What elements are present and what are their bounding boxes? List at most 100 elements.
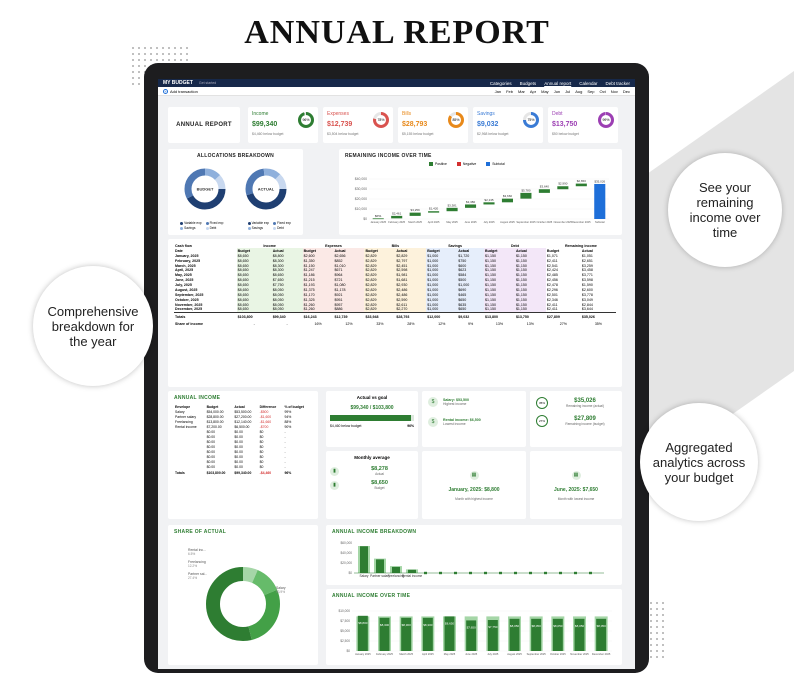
table-cell: $6,500.00 bbox=[234, 424, 250, 429]
empty-marker bbox=[484, 571, 487, 575]
x-category: October 2025 bbox=[537, 220, 553, 224]
money-icon: $ bbox=[428, 397, 438, 407]
app-brand[interactable]: MY BUDGET bbox=[163, 80, 193, 86]
table-cell: $7,750 bbox=[271, 282, 303, 288]
kpi-note: $5,155 below budget bbox=[402, 132, 434, 136]
bar-label: $3,660 bbox=[503, 194, 513, 198]
empty-marker bbox=[574, 571, 577, 575]
table-cell: October, 2025 bbox=[175, 297, 199, 302]
remaining-actual-row: 35% $35,026 Remaining income (actual) bbox=[536, 397, 616, 409]
table-cell: $54,000.00 bbox=[206, 409, 224, 414]
month-tab[interactable]: Apr bbox=[529, 88, 537, 94]
table-cell: $2,485 bbox=[546, 273, 558, 278]
legend-swatch bbox=[486, 162, 491, 166]
table-row: Partner salary $28,800.00 $27,200.00 -$1,60… bbox=[174, 414, 312, 419]
table-cell: $957 bbox=[333, 302, 365, 307]
goal-note: $4,460 below budget bbox=[330, 424, 362, 428]
table-cell: $3,458 bbox=[581, 268, 593, 273]
table-cell: $28,800.00 bbox=[206, 414, 224, 419]
table-cell: $1,215 bbox=[302, 277, 334, 283]
legend-swatch bbox=[273, 226, 277, 230]
table-cell: $886 bbox=[333, 307, 365, 313]
add-transaction-button[interactable]: + Add transaction bbox=[163, 88, 198, 94]
kpi-card: Expenses $12,739 $3,504 below budget 78% bbox=[323, 107, 393, 143]
table-cell: $1,325 bbox=[302, 297, 334, 303]
nav-item[interactable]: Debt tracker bbox=[605, 80, 630, 86]
group-header: Debt bbox=[510, 243, 519, 248]
highest-income-row: $ Salary: $53,500 Highest income bbox=[428, 397, 520, 407]
table-row: January, 2025 $8,650 $8,800 $2,600 $2,656 $2,… bbox=[174, 253, 616, 259]
bar-label: $8,300 bbox=[380, 623, 390, 627]
annual-income-table: Envelope Budget Actual Difference % of budge… bbox=[174, 404, 312, 476]
kpi-pct: 85% bbox=[451, 115, 461, 125]
table-cell: $2,930 bbox=[395, 282, 427, 288]
month-tab[interactable]: May bbox=[541, 88, 549, 94]
table-cell: $2,590 bbox=[395, 297, 427, 303]
month-tab[interactable]: Jan bbox=[494, 88, 502, 94]
table-cell: $0.00 bbox=[206, 434, 216, 439]
month-tab[interactable]: Dec bbox=[622, 88, 630, 94]
goal-pct: 96% bbox=[407, 424, 414, 428]
month-tab[interactable]: Mar bbox=[518, 88, 525, 94]
callout-breakdown: Comprehensive breakdown for the year bbox=[33, 266, 153, 386]
table-cell: Freelancing bbox=[175, 419, 193, 424]
income-over-time-card: ANNUAL INCOME OVER TIME $10,000 $7,500 $5,… bbox=[326, 589, 622, 665]
legend-label: Debt bbox=[209, 226, 217, 230]
month-tab[interactable]: Sep bbox=[587, 88, 595, 94]
allocations-card: ALLOCATIONS BREAKDOWN BUDGET ACTUAL bbox=[168, 149, 303, 235]
table-cell: $0 bbox=[259, 464, 264, 469]
table-cell: $8,650 bbox=[236, 287, 272, 293]
month-highest-value: January, 2025: $8,800 bbox=[448, 487, 500, 493]
remaining-actual-value: $35,026 bbox=[574, 398, 596, 404]
nav-item[interactable]: Budgets bbox=[519, 80, 537, 86]
table-cell: $623 bbox=[457, 268, 485, 273]
table-cell: $2,829 bbox=[364, 277, 396, 283]
kpi-card: Savings $9,032 $2,968 below budget 75% bbox=[473, 107, 543, 143]
kpi-progress-ring: 78% bbox=[373, 112, 389, 128]
donut-slice bbox=[206, 567, 280, 641]
month-tab[interactable]: Jun bbox=[553, 88, 561, 94]
month-tab[interactable]: Aug bbox=[575, 88, 583, 94]
month-tab[interactable]: Jul bbox=[565, 88, 571, 94]
annual-breakdown-chart: $60,000 $40,000 $20,000 $0 Salary Partner sal… bbox=[340, 541, 604, 578]
share-of-actual-card: SHARE OF ACTUAL Rental inc... 6.5% Freelan… bbox=[168, 525, 318, 665]
month-tab[interactable]: Nov bbox=[610, 88, 618, 94]
actual-bar bbox=[596, 618, 607, 651]
get-started-link[interactable]: Get started bbox=[198, 81, 217, 85]
nav-item[interactable]: Annual report bbox=[544, 80, 572, 86]
table-cell: December, 2025 bbox=[175, 307, 203, 312]
remaining-legend: Positive Negative Subtotal bbox=[429, 162, 505, 166]
table-cell: $1,150 bbox=[302, 263, 334, 268]
waterfall-bar bbox=[520, 192, 532, 199]
table-cell: $2,456 bbox=[546, 278, 558, 283]
table-cell: $1,150 bbox=[514, 287, 546, 293]
month-tab[interactable]: Oct bbox=[599, 88, 606, 94]
bar-label: $8,050 bbox=[532, 624, 542, 628]
kpi-note: $3,504 below budget bbox=[327, 132, 359, 136]
bar-label: $8,650 bbox=[445, 621, 455, 625]
highest-income-sub: Highest income bbox=[443, 402, 467, 406]
totals-cell: Totals bbox=[175, 471, 185, 475]
legend-item: Variable exp bbox=[180, 221, 202, 225]
table-cell: $2,411 bbox=[546, 258, 558, 263]
share-cell: - bbox=[253, 322, 255, 327]
table-cell: $1,000 bbox=[426, 302, 458, 307]
x-category: December 2025 bbox=[592, 652, 611, 656]
table-cell: Partner salary bbox=[175, 414, 197, 419]
table-row: June, 2025 $8,650 $7,650 $1,215 $721 $2,829 $1… bbox=[174, 277, 616, 283]
group-header: Income bbox=[263, 243, 276, 248]
table-cell: $1,150 bbox=[484, 297, 515, 303]
legend-swatch bbox=[273, 221, 277, 225]
group-header: Cash flow bbox=[175, 243, 192, 248]
table-cell: $1,010 bbox=[333, 263, 365, 268]
nav-item[interactable]: Calendar bbox=[579, 80, 598, 86]
actual-vs-goal-card: Actual vs goal $99,340 / $103,800 $4,460… bbox=[326, 391, 418, 447]
totals-cell: $103,800 bbox=[237, 314, 253, 319]
table-cell: $1,350 bbox=[302, 258, 334, 264]
plus-circle-icon: + bbox=[163, 88, 168, 94]
totals-cell: $35,026 bbox=[581, 314, 595, 319]
table-cell: $1,260 bbox=[302, 302, 334, 307]
x-category: December 2025 bbox=[572, 220, 591, 224]
month-tab[interactable]: Feb bbox=[506, 88, 513, 94]
nav-item[interactable]: Categories bbox=[489, 80, 512, 86]
